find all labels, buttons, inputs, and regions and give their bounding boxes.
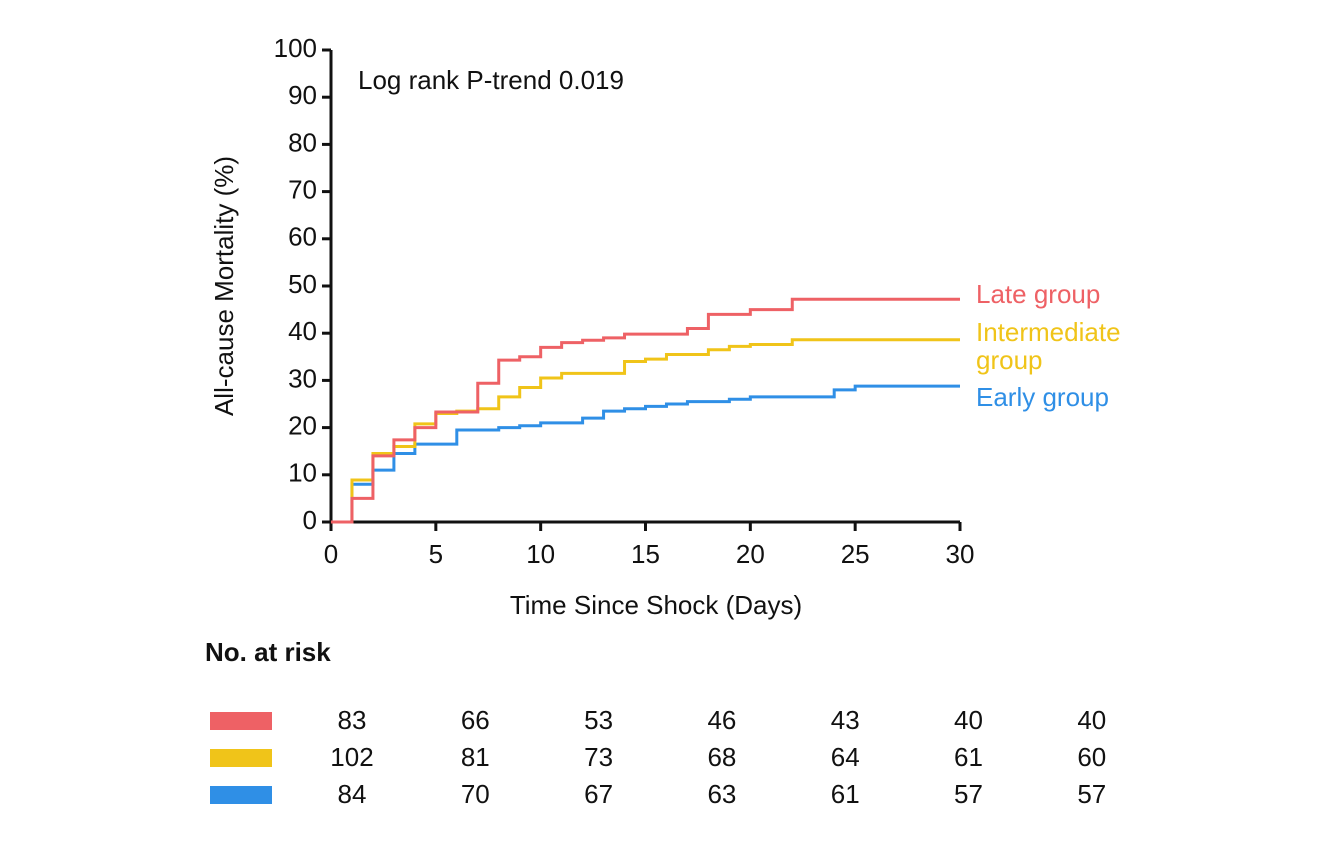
x-tick-label: 5 <box>429 539 443 569</box>
risk-count: 67 <box>584 779 613 809</box>
y-axis-title: All-cause Mortality (%) <box>209 156 239 416</box>
y-tick-label: 10 <box>288 458 317 488</box>
x-axis-title: Time Since Shock (Days) <box>510 590 802 620</box>
risk-swatch <box>210 786 272 804</box>
series-label: Late group <box>976 279 1101 309</box>
risk-count: 53 <box>584 705 613 735</box>
y-tick-label: 30 <box>288 363 317 393</box>
risk-count: 66 <box>461 705 490 735</box>
y-tick-label: 80 <box>288 127 317 157</box>
y-tick-label: 70 <box>288 174 317 204</box>
series-label: Intermediate group <box>976 317 1121 375</box>
risk-count: 40 <box>954 705 983 735</box>
survival-curve <box>331 338 960 524</box>
survival-curve <box>331 384 960 524</box>
risk-count: 40 <box>1077 705 1106 735</box>
risk-count: 70 <box>461 779 490 809</box>
y-tick-label: 50 <box>288 269 317 299</box>
x-tick-label: 10 <box>526 539 555 569</box>
x-tick-label: 15 <box>631 539 660 569</box>
annotation: Log rank P-trend 0.019 <box>358 65 624 95</box>
x-tick-label: 30 <box>946 539 975 569</box>
y-tick-label: 90 <box>288 80 317 110</box>
risk-count: 102 <box>330 742 373 772</box>
risk-table-title: No. at risk <box>205 637 331 667</box>
x-tick-label: 20 <box>736 539 765 569</box>
y-tick-label: 0 <box>303 505 317 535</box>
risk-count: 73 <box>584 742 613 772</box>
risk-count: 61 <box>954 742 983 772</box>
y-tick-label: 100 <box>274 33 317 63</box>
risk-count: 57 <box>954 779 983 809</box>
risk-count: 84 <box>338 779 367 809</box>
risk-count: 64 <box>831 742 860 772</box>
risk-swatch <box>210 712 272 730</box>
risk-count: 68 <box>707 742 736 772</box>
y-tick-label: 60 <box>288 222 317 252</box>
x-tick-label: 0 <box>324 539 338 569</box>
survival-curve <box>331 297 960 524</box>
series-label: Early group <box>976 382 1109 412</box>
risk-count: 61 <box>831 779 860 809</box>
risk-count: 60 <box>1077 742 1106 772</box>
risk-swatch <box>210 749 272 767</box>
risk-count: 46 <box>707 705 736 735</box>
y-tick-label: 40 <box>288 316 317 346</box>
risk-count: 43 <box>831 705 860 735</box>
risk-count: 57 <box>1077 779 1106 809</box>
risk-count: 63 <box>707 779 736 809</box>
x-tick-label: 25 <box>841 539 870 569</box>
risk-count: 83 <box>338 705 367 735</box>
risk-count: 81 <box>461 742 490 772</box>
y-tick-label: 20 <box>288 410 317 440</box>
